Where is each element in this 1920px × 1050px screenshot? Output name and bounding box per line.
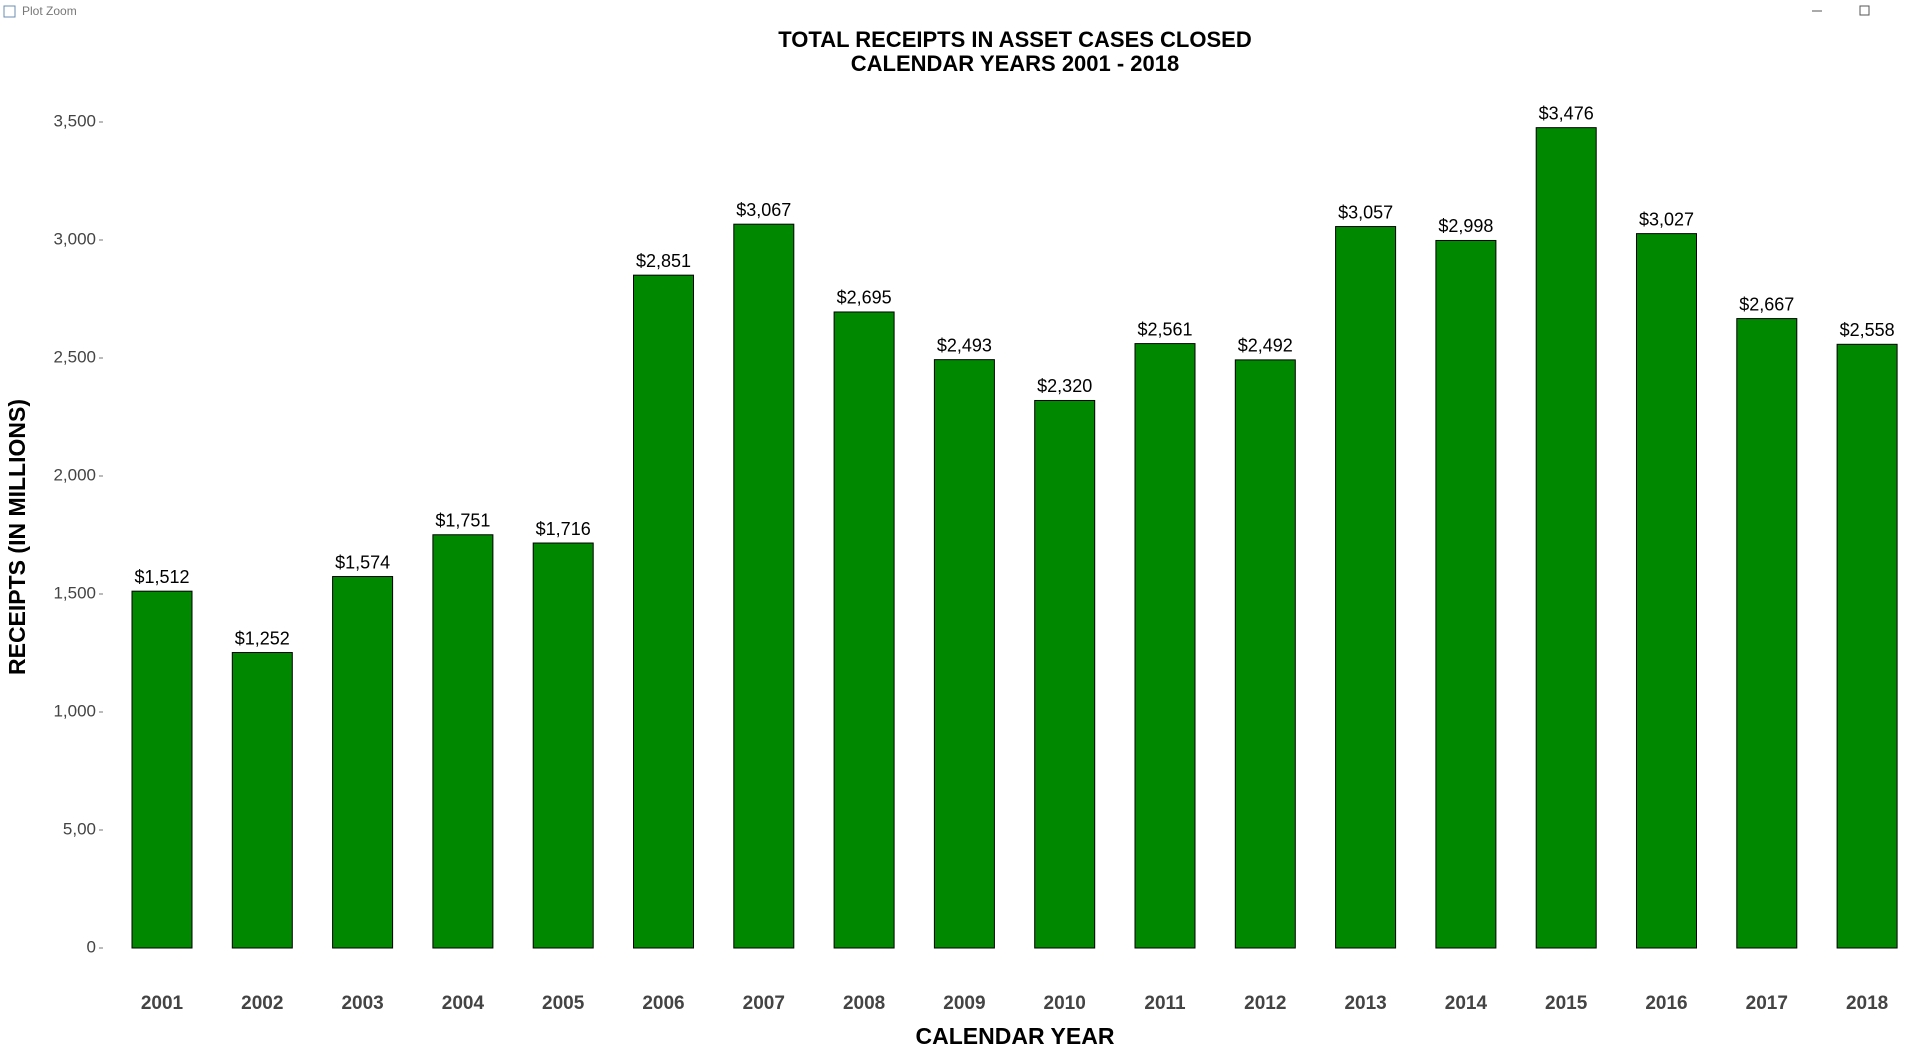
window-title: Plot Zoom — [22, 4, 77, 18]
bar — [733, 223, 795, 949]
bar — [1134, 343, 1196, 949]
y-tick-label: 0 — [87, 937, 96, 956]
x-tick-label: 2004 — [442, 993, 485, 1014]
value-label: $3,057 — [1338, 202, 1393, 222]
value-label: $2,998 — [1438, 216, 1493, 236]
bar — [1435, 239, 1497, 949]
y-tick-label: 1,000 — [53, 701, 96, 720]
y-axis-label: RECEIPTS (IN MILLIONS) — [4, 399, 30, 675]
bar — [1234, 359, 1296, 949]
value-label: $2,320 — [1037, 376, 1092, 396]
value-label: $2,695 — [837, 288, 892, 308]
restore-button[interactable] — [1859, 5, 1870, 16]
value-label: $2,492 — [1238, 336, 1293, 356]
bar — [633, 274, 694, 949]
value-label: $2,561 — [1137, 319, 1192, 339]
bar — [1335, 226, 1397, 949]
x-tick-label: 2007 — [743, 993, 785, 1014]
value-label: $3,027 — [1639, 209, 1694, 229]
bar — [1535, 127, 1597, 949]
window-icon — [3, 5, 16, 18]
bar — [1836, 343, 1898, 949]
value-label: $1,716 — [536, 519, 591, 539]
x-tick-label: 2014 — [1445, 993, 1488, 1014]
y-tick-label: 2,500 — [53, 347, 96, 366]
x-tick-label: 2016 — [1645, 993, 1687, 1014]
window-titlebar — [0, 0, 1920, 24]
x-tick-label: 2009 — [943, 993, 985, 1014]
bar — [1636, 233, 1697, 949]
bar — [432, 534, 494, 949]
x-tick-label: 2001 — [141, 993, 184, 1014]
y-tick-label: 3,500 — [53, 111, 96, 130]
y-tick-label: 1,500 — [53, 583, 96, 602]
x-tick-label: 2015 — [1545, 993, 1588, 1014]
value-label: $2,851 — [636, 251, 691, 271]
x-axis-label: CALENDAR YEAR — [916, 1023, 1115, 1049]
bar — [833, 311, 895, 949]
x-tick-label: 2013 — [1344, 993, 1386, 1014]
y-tick-label: 3,000 — [53, 229, 96, 248]
x-tick-label: 2010 — [1044, 993, 1086, 1014]
value-label: $3,476 — [1539, 103, 1594, 123]
chart-title: TOTAL RECEIPTS IN ASSET CASES CLOSED — [778, 27, 1251, 52]
bar — [332, 576, 394, 949]
x-tick-label: 2003 — [341, 993, 383, 1014]
chart-subtitle: CALENDAR YEARS 2001 - 2018 — [851, 51, 1180, 76]
value-label: $1,751 — [435, 511, 490, 531]
value-label: $2,493 — [937, 335, 992, 355]
x-tick-label: 2012 — [1244, 993, 1286, 1014]
x-tick-label: 2017 — [1746, 993, 1788, 1014]
bar — [933, 359, 995, 949]
x-tick-label: 2006 — [642, 993, 684, 1014]
x-tick-label: 2018 — [1846, 993, 1888, 1014]
bar — [131, 590, 193, 949]
x-tick-label: 2011 — [1144, 993, 1186, 1014]
bar — [1736, 318, 1798, 949]
value-label: $1,574 — [335, 552, 390, 572]
value-label: $1,252 — [235, 628, 290, 648]
bar — [532, 542, 594, 949]
value-label: $2,667 — [1739, 294, 1794, 314]
y-tick-label: 2,000 — [53, 465, 96, 484]
x-tick-label: 2008 — [843, 993, 885, 1014]
y-tick-label: 5,00 — [63, 819, 96, 838]
value-label: $3,067 — [736, 200, 791, 220]
x-tick-label: 2002 — [241, 993, 283, 1014]
bar — [1034, 399, 1096, 949]
value-label: $2,558 — [1840, 320, 1895, 340]
bar — [231, 652, 293, 949]
value-label: $1,512 — [134, 567, 189, 587]
x-tick-label: 2005 — [542, 993, 585, 1014]
